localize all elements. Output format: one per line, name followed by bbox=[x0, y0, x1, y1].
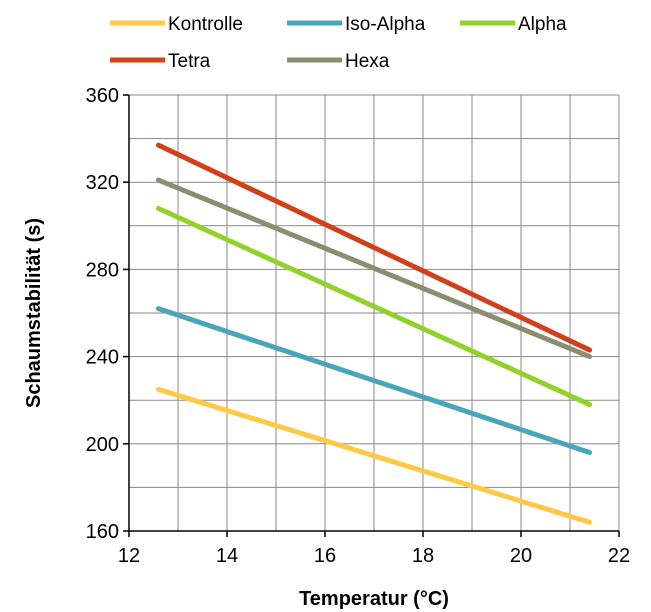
y-tick-label: 160 bbox=[86, 521, 119, 543]
legend-item-kontrolle: Kontrolle bbox=[110, 14, 243, 35]
legend-item-hexa: Hexa bbox=[287, 51, 390, 72]
gridlines bbox=[129, 94, 620, 531]
series-line-hexa bbox=[155, 177, 593, 360]
series-line-kontrolle bbox=[155, 386, 593, 525]
x-tick-label: 12 bbox=[118, 545, 140, 567]
legend-item-iso-alpha: Iso-Alpha bbox=[287, 14, 426, 35]
x-tick-label: 16 bbox=[314, 545, 336, 567]
y-tick-label: 200 bbox=[86, 434, 119, 456]
legend-label: Kontrolle bbox=[168, 14, 243, 35]
legend-label: Alpha bbox=[518, 14, 567, 35]
x-tick-label: 22 bbox=[608, 545, 630, 567]
series-line-iso-alpha bbox=[155, 306, 593, 456]
x-tick-label: 14 bbox=[216, 545, 238, 567]
series-line-alpha bbox=[155, 205, 593, 408]
legend-label: Iso-Alpha bbox=[345, 14, 426, 35]
series-lines bbox=[155, 142, 593, 525]
axes bbox=[123, 94, 620, 537]
y-tick-label: 280 bbox=[86, 259, 119, 281]
y-tick-label: 320 bbox=[86, 172, 119, 194]
legend-label: Hexa bbox=[345, 51, 390, 72]
y-tick-label: 360 bbox=[86, 85, 119, 107]
legend-item-tetra: Tetra bbox=[110, 51, 211, 72]
legend-item-alpha: Alpha bbox=[460, 14, 567, 35]
y-axis-title: Schaumstabilität (s) bbox=[23, 218, 45, 408]
tick-labels: 160 200 240 280 320 360 12 14 16 18 20 22 bbox=[86, 85, 631, 567]
legend-label: Tetra bbox=[168, 51, 211, 72]
x-tick-label: 18 bbox=[412, 545, 434, 567]
x-tick-label: 20 bbox=[510, 545, 532, 567]
y-tick-label: 240 bbox=[86, 347, 119, 369]
legend: Kontrolle Iso-Alpha Alpha Tetra Hexa bbox=[110, 14, 567, 72]
series-line-tetra bbox=[155, 142, 593, 353]
x-axis-title: Temperatur (°C) bbox=[299, 588, 449, 610]
